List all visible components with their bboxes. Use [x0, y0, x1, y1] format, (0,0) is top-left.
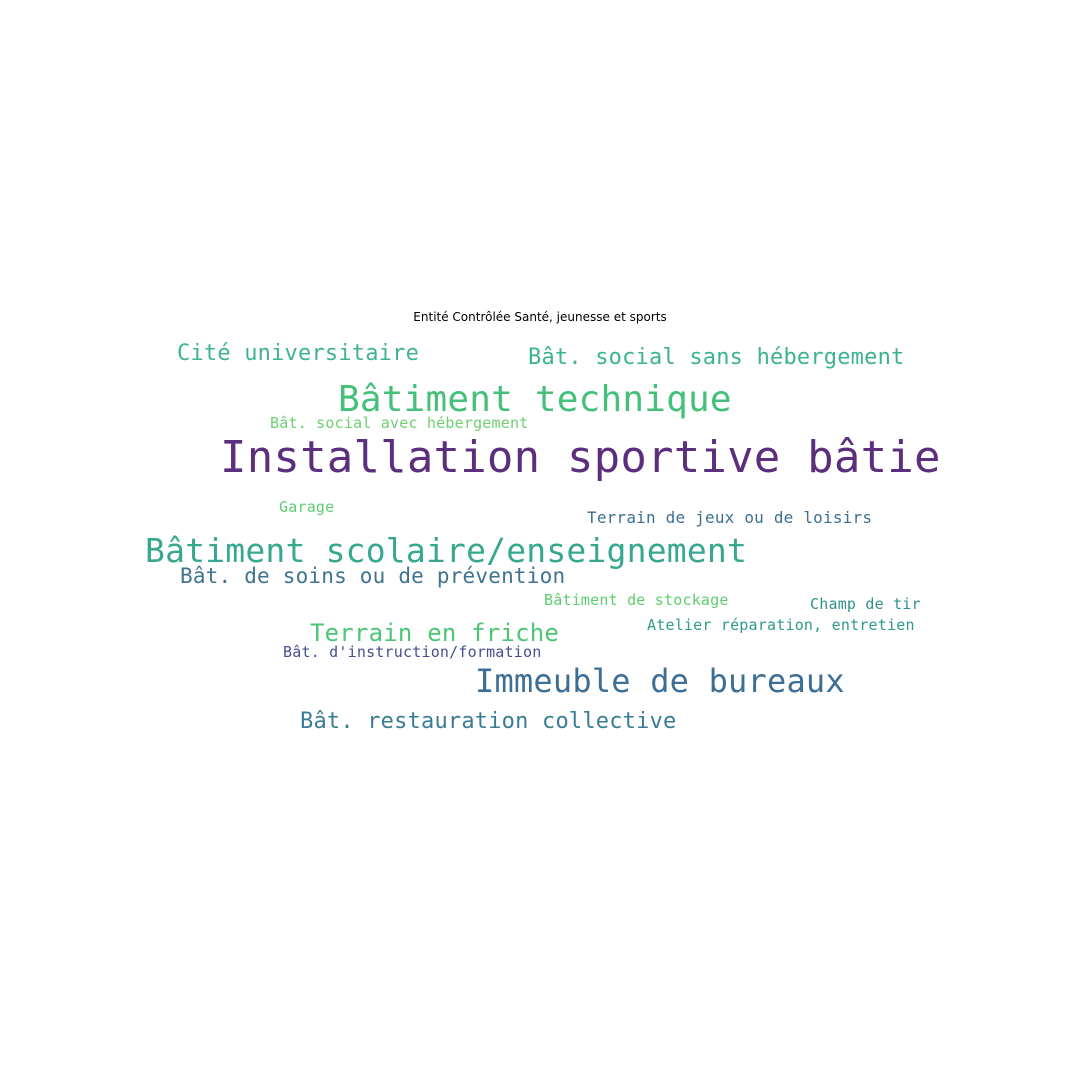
word-terrain-de-jeux: Terrain de jeux ou de loisirs: [587, 508, 873, 527]
word-soins-prevention: Bât. de soins ou de prévention: [180, 564, 566, 588]
word-social-sans-hebergement: Bât. social sans hébergement: [528, 345, 905, 370]
word-immeuble-de-bureaux: Immeuble de bureaux: [475, 662, 845, 700]
word-batiment-de-stockage: Bâtiment de stockage: [544, 591, 729, 609]
figure-title: Entité Contrôlée Santé, jeunesse et spor…: [413, 310, 667, 324]
word-terrain-en-friche: Terrain en friche: [310, 619, 560, 647]
word-batiment-scolaire: Bâtiment scolaire/enseignement: [145, 531, 748, 570]
word-batiment-technique: Bâtiment technique: [338, 379, 732, 420]
word-instruction-formation: Bât. d'instruction/formation: [283, 643, 542, 661]
word-restauration-collective: Bât. restauration collective: [300, 709, 677, 734]
word-champ-de-tir: Champ de tir: [810, 595, 921, 613]
word-atelier-reparation: Atelier réparation, entretien: [647, 616, 915, 634]
word-social-avec-hebergement: Bât. social avec hébergement: [270, 414, 529, 432]
word-garage: Garage: [279, 498, 335, 516]
word-cite-universitaire: Cité universitaire: [177, 341, 420, 366]
word-installation-sportive-batie: Installation sportive bâtie: [220, 432, 941, 483]
